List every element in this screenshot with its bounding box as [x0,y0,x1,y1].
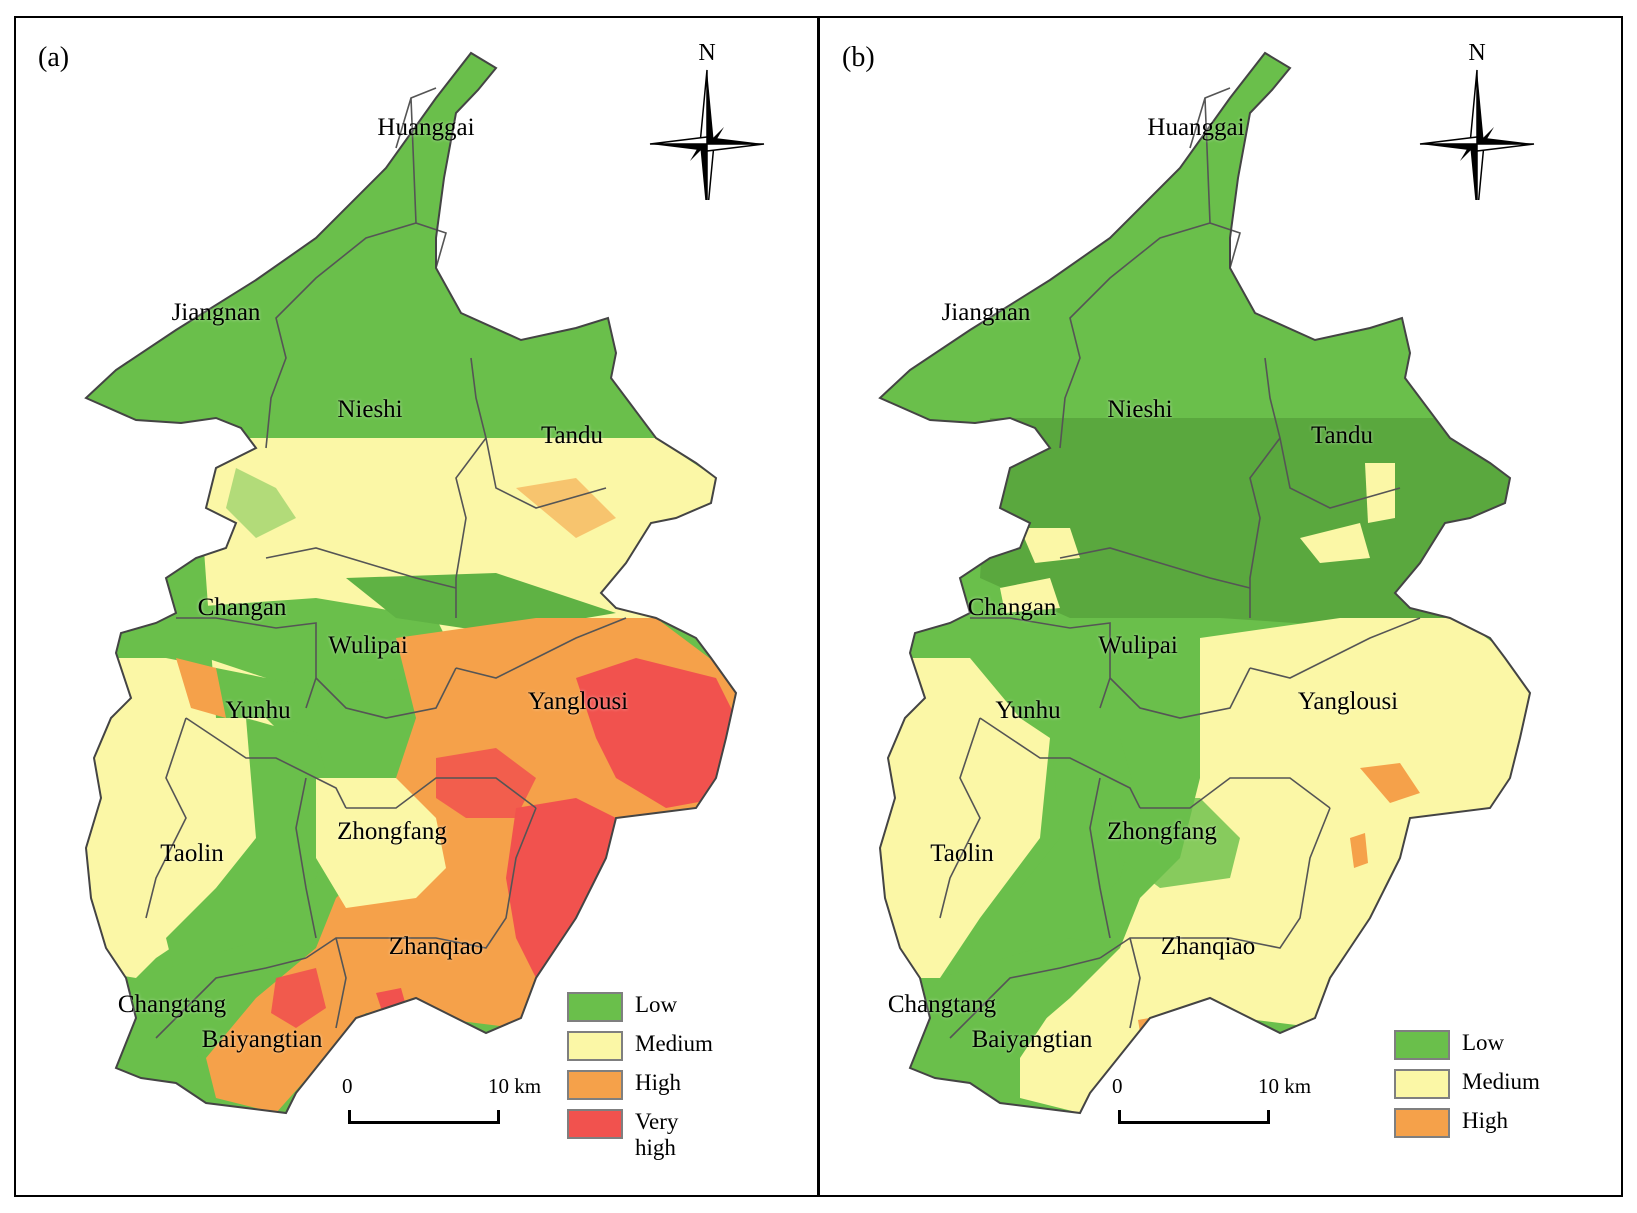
district-label-zhanqiao: Zhanqiao [388,933,484,960]
district-label-changan: Changan [967,594,1057,621]
legend-label: Medium [635,1031,713,1056]
legend-swatch [567,1109,623,1139]
district-boundaries-b [939,87,1421,1039]
district-label-changtang: Changtang [117,991,227,1018]
district-label-yanglousi: Yanglousi [527,688,629,715]
district-label-taolin: Taolin [160,840,224,867]
scale-bar: 0 10 km [1108,1074,1318,1134]
panel-label: (a) [38,42,70,73]
north-label: N [1468,40,1486,66]
district-label-nieshi: Nieshi [1107,396,1173,423]
district-label-zhongfang: Zhongfang [1107,818,1217,845]
district-label-nieshi: Nieshi [337,396,403,423]
district-label-yanglousi: Yanglousi [1297,688,1399,715]
district-label-huanggai: Huanggai [377,114,475,141]
map-a-svg [85,52,737,1114]
north-arrow: N [642,40,772,200]
legend-swatch [1394,1069,1450,1099]
district-label-wulipai: Wulipai [1098,632,1178,659]
district-label-changan: Changan [197,594,287,621]
district-label-jiangnan: Jiangnan [171,299,261,326]
district-label-baiyangtian: Baiyangtian [201,1026,323,1053]
legend-label: Medium [1462,1069,1540,1094]
district-label-zhanqiao: Zhanqiao [1160,933,1256,960]
north-arrow: N [1412,40,1542,200]
district-label-huanggai: Huanggai [1147,114,1245,141]
compass-rose-icon [1419,69,1535,200]
district-boundaries-a [145,87,627,1039]
map-panel-a: (a) Huanggai Jiangnan Nieshi Tandu Chang… [14,16,819,1197]
map-panel-b: (b) Huanggai Jiangnan Nieshi Tandu Chang… [818,16,1623,1197]
legend-swatch [1394,1108,1450,1138]
legend-swatch [1394,1030,1450,1060]
scale-end-label: 10 km [488,1074,542,1098]
district-label-taolin: Taolin [930,840,994,867]
district-label-tandu: Tandu [540,422,604,449]
legend-label: Very high [635,1109,679,1160]
legend-label: Low [635,992,678,1017]
scale-end-label: 10 km [1258,1074,1312,1098]
scale-bar: 0 10 km [338,1074,548,1134]
panel-label: (b) [842,42,875,73]
legend-swatch [567,1070,623,1100]
legend-label: Low [1462,1030,1505,1055]
scale-start-label: 0 [1112,1074,1123,1098]
legend-label: High [1462,1108,1508,1133]
legend-swatch [567,1031,623,1061]
legend-label: High [635,1070,681,1095]
compass-rose-icon [649,69,765,200]
district-label-yunhu: Yunhu [225,697,291,724]
district-label-jiangnan: Jiangnan [941,299,1031,326]
legend-swatch [567,992,623,1022]
district-label-zhongfang: Zhongfang [337,818,447,845]
district-label-changtang: Changtang [887,991,997,1018]
district-label-tandu: Tandu [1310,422,1374,449]
district-label-baiyangtian: Baiyangtian [971,1026,1093,1053]
scale-start-label: 0 [342,1074,353,1098]
scale-bar-line [1118,1110,1270,1124]
scale-bar-line [348,1110,500,1124]
map-b-svg [879,52,1531,1114]
district-label-wulipai: Wulipai [328,632,408,659]
district-label-yunhu: Yunhu [995,697,1061,724]
north-label: N [698,40,716,66]
